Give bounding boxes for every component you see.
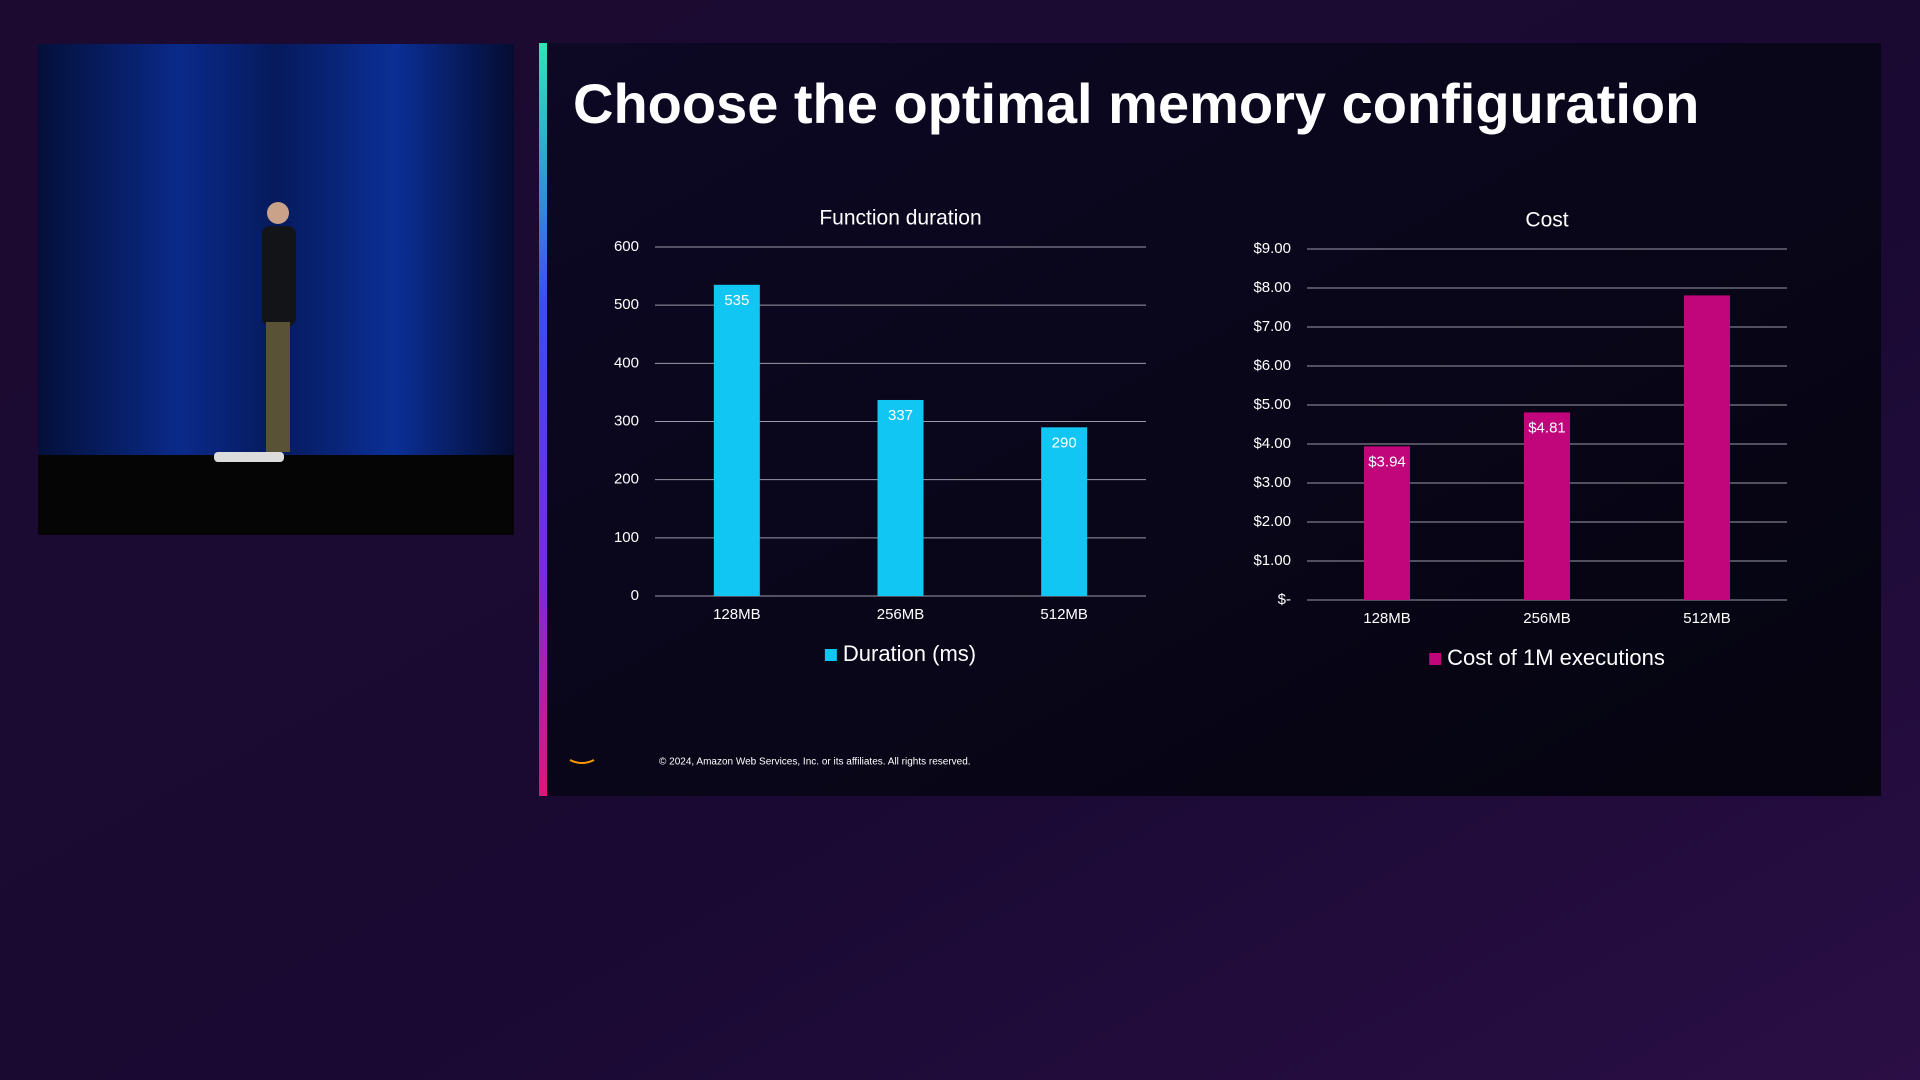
x-tick-label: 256MB [1523, 610, 1571, 627]
y-tick-label: 400 [614, 354, 639, 371]
y-tick-label: 300 [614, 412, 639, 429]
chart-title: Function duration [819, 207, 981, 230]
bar [713, 284, 760, 596]
x-tick-label: 512MB [1683, 610, 1731, 627]
bar [1684, 295, 1730, 600]
legend-label: Duration (ms) [843, 641, 976, 666]
data-label: 337 [888, 407, 913, 424]
speaker-torso [262, 226, 296, 326]
stage-floor [38, 455, 514, 535]
slide [539, 43, 1881, 796]
y-tick-label: 200 [614, 471, 639, 488]
data-label: 290 [1052, 434, 1077, 451]
y-tick-label: $1.00 [1253, 552, 1291, 569]
y-tick-label: $5.00 [1253, 396, 1291, 413]
x-tick-label: 128MB [1363, 610, 1411, 627]
chart-title: Cost [1525, 209, 1568, 232]
bar [1364, 446, 1410, 600]
bar [1524, 412, 1570, 600]
charts: Function duration 0 100 200 300 400 500 600 128M… [614, 207, 1787, 670]
slide-accent [539, 43, 547, 796]
footer: © 2024, Amazon Web Services, Inc. or its… [659, 757, 971, 768]
slide-title: Choose the optimal memory configuration [573, 72, 1699, 135]
bar [1041, 427, 1088, 596]
x-tick-label: 128MB [713, 606, 761, 623]
legend-swatch [1429, 653, 1442, 665]
data-label: 535 [724, 292, 749, 309]
y-tick-label: $7.00 [1253, 318, 1291, 335]
y-tick-label: 100 [614, 529, 639, 546]
data-label: $3.94 [1368, 453, 1406, 470]
speaker-head [267, 202, 289, 224]
x-tick-label: 512MB [1040, 606, 1088, 623]
y-tick-label: $4.00 [1253, 435, 1291, 452]
legend-label: Cost of 1M executions [1447, 645, 1665, 670]
logo [569, 759, 595, 764]
speaker-legs [266, 322, 290, 452]
y-tick-label: $3.00 [1253, 474, 1291, 491]
y-tick-label: 600 [614, 238, 639, 255]
y-tick-label: $9.00 [1253, 240, 1291, 257]
x-tick-label: 256MB [877, 606, 925, 623]
y-tick-label: $- [1278, 591, 1291, 608]
y-tick-label: 0 [631, 587, 639, 604]
speaker-shoes [214, 452, 284, 462]
bar [877, 399, 924, 596]
data-label: $4.81 [1528, 419, 1566, 436]
y-tick-label: 500 [614, 296, 639, 313]
y-tick-label: $8.00 [1253, 279, 1291, 296]
y-tick-label: $2.00 [1253, 513, 1291, 530]
legend-swatch [824, 649, 837, 661]
y-tick-label: $6.00 [1253, 357, 1291, 374]
camera-feed [38, 44, 514, 535]
